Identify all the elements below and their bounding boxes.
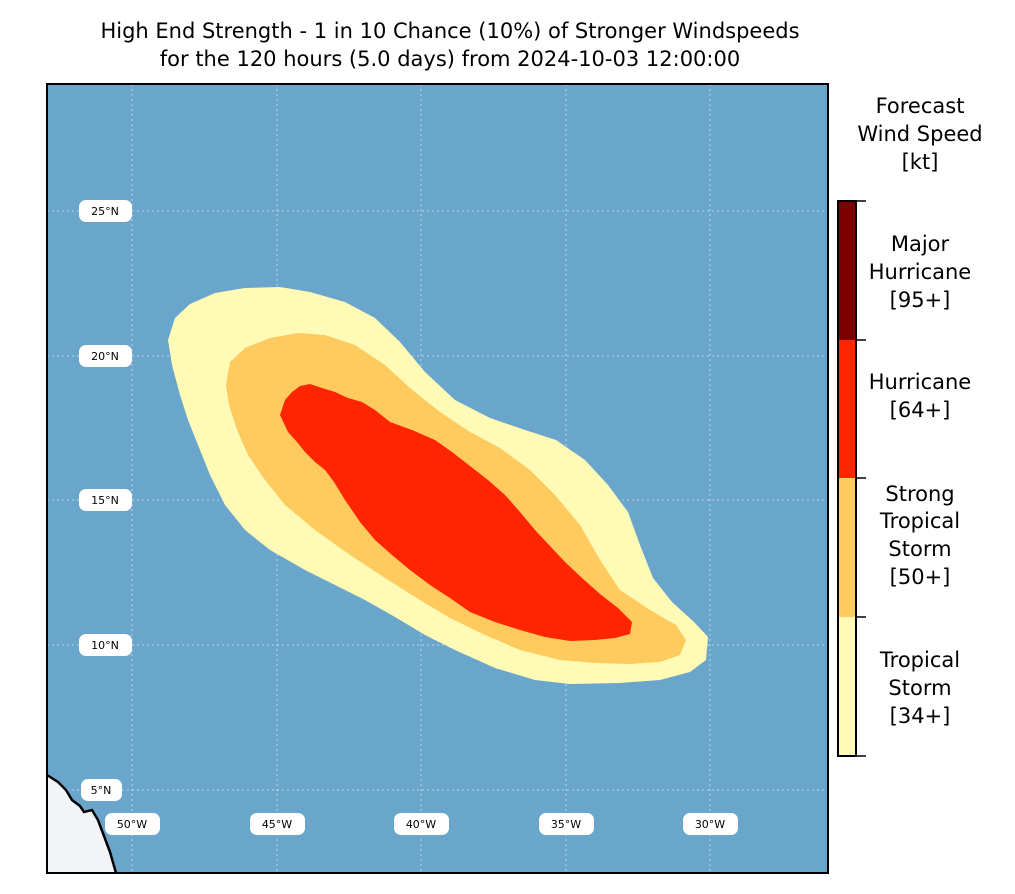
lon-label-30w: 30°W — [683, 813, 738, 835]
colorbar-hurricane — [838, 340, 856, 478]
colorbar-tropical-storm — [838, 617, 856, 756]
svg-text:20°N: 20°N — [91, 350, 119, 363]
svg-text:35°W: 35°W — [551, 818, 581, 831]
legend-strong-tropical-storm-line4: [50+] — [889, 565, 951, 589]
svg-text:30°W: 30°W — [695, 818, 725, 831]
legend-major-hurricane-line1: Major — [890, 232, 950, 256]
legend-hurricane-line2: [64+] — [889, 398, 951, 422]
coastline — [46, 773, 118, 874]
legend-strong-tropical-storm-line3: Storm — [888, 537, 952, 561]
lat-label-25n: 25°N — [79, 200, 132, 222]
legend-tropical-storm-line1: Tropical — [879, 648, 961, 672]
lon-label-50w: 50°W — [105, 813, 160, 835]
svg-text:45°W: 45°W — [262, 818, 292, 831]
svg-text:15°N: 15°N — [91, 494, 119, 507]
svg-text:25°N: 25°N — [91, 205, 119, 218]
lon-label-35w: 35°W — [539, 813, 594, 835]
colorbar-title-line2: Wind Speed — [857, 122, 983, 146]
lat-labels: 25°N 20°N 15°N 10°N 5°N — [79, 200, 132, 801]
legend-tropical-storm-line2: Storm — [888, 676, 952, 700]
svg-text:10°N: 10°N — [91, 639, 119, 652]
legend-hurricane-line1: Hurricane — [868, 370, 972, 394]
legend-tropical-storm-line3: [34+] — [889, 704, 951, 728]
svg-text:40°W: 40°W — [406, 818, 436, 831]
legend-major-hurricane-line2: Hurricane — [868, 260, 972, 284]
land-south-america — [47, 775, 116, 873]
chart-title-line2: for the 120 hours (5.0 days) from 2024-1… — [159, 47, 741, 71]
lon-labels: 50°W 45°W 40°W 35°W 30°W — [105, 813, 738, 835]
lat-label-10n: 10°N — [79, 634, 132, 656]
lon-label-40w: 40°W — [394, 813, 449, 835]
lat-label-20n: 20°N — [79, 345, 132, 367]
lat-label-5n: 5°N — [81, 779, 122, 801]
colorbar-strong-tropical-storm — [838, 478, 856, 617]
legend-major-hurricane-line3: [95+] — [889, 288, 951, 312]
legend-strong-tropical-storm-line1: Strong — [885, 482, 955, 506]
legend-strong-tropical-storm-line2: Tropical — [879, 509, 961, 533]
svg-text:5°N: 5°N — [91, 784, 112, 797]
svg-text:50°W: 50°W — [117, 818, 147, 831]
colorbar-title-line3: [kt] — [901, 150, 939, 174]
zone-hurricane — [280, 384, 632, 641]
chart-title-line1: High End Strength - 1 in 10 Chance (10%)… — [100, 19, 800, 43]
colorbar-ticks — [856, 200, 866, 757]
colorbar — [837, 200, 866, 757]
colorbar-title-line1: Forecast — [875, 94, 965, 118]
lat-label-15n: 15°N — [79, 489, 132, 511]
colorbar-major-hurricane — [838, 201, 856, 340]
lon-label-45w: 45°W — [250, 813, 305, 835]
map-frame — [46, 83, 829, 874]
